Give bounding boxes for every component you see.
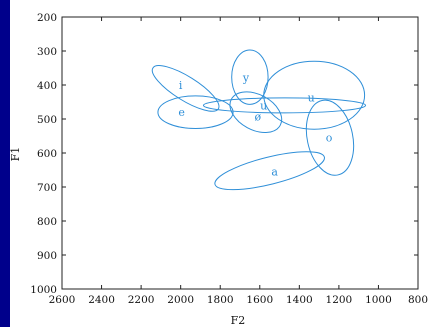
y-tick-label: 1000 bbox=[30, 284, 57, 296]
x-tick-label: 2400 bbox=[88, 294, 115, 306]
x-tick-label: 1200 bbox=[326, 294, 353, 306]
x-tick-label: 1000 bbox=[365, 294, 392, 306]
x-tick-label: 1600 bbox=[246, 294, 273, 306]
vowel-label: u bbox=[260, 99, 267, 112]
vowel-label: u bbox=[308, 92, 315, 105]
y-tick-label: 900 bbox=[37, 250, 57, 262]
x-tick-label: 1800 bbox=[207, 294, 234, 306]
y-tick-label: 400 bbox=[37, 80, 57, 92]
vowel-label: o bbox=[326, 132, 333, 145]
vowel-ellipse bbox=[263, 60, 366, 130]
vowel-ellipse bbox=[151, 65, 220, 112]
y-tick-label: 700 bbox=[37, 182, 57, 194]
plot-frame bbox=[61, 16, 419, 290]
y-tick-label: 800 bbox=[37, 216, 57, 228]
vowel-label: y bbox=[242, 72, 250, 85]
y-tick-label: 600 bbox=[37, 148, 57, 160]
vowel-label: a bbox=[271, 166, 278, 179]
y-tick-label: 500 bbox=[37, 114, 57, 126]
y-axis-title: F1 bbox=[10, 147, 22, 162]
vowel-ellipse bbox=[305, 99, 355, 176]
vowel-ellipse bbox=[231, 49, 269, 105]
vowel-label: i bbox=[179, 79, 183, 92]
formant-chart: 2600 2400 2200 2000 1800 1600 1400 1200 1000 800 2… bbox=[10, 12, 428, 327]
vowel-ellipse bbox=[157, 95, 234, 130]
x-tick-label: 800 bbox=[408, 294, 428, 306]
vowel-label: ø bbox=[254, 110, 261, 123]
vowel-label: e bbox=[178, 106, 185, 119]
chart-panel: 2600 2400 2200 2000 1800 1600 1400 1200 1000 800 2… bbox=[10, 0, 428, 327]
x-axis-title: F2 bbox=[231, 314, 246, 327]
vowel-ellipse bbox=[202, 97, 367, 114]
y-tick-label: 300 bbox=[37, 46, 57, 58]
x-tick-label: 1400 bbox=[286, 294, 313, 306]
x-tick-label: 2200 bbox=[128, 294, 155, 306]
vowel-ellipse bbox=[214, 151, 325, 191]
x-tick-label: 2000 bbox=[167, 294, 194, 306]
y-tick-label: 200 bbox=[37, 12, 57, 24]
x-tick-label: 2600 bbox=[49, 294, 76, 306]
